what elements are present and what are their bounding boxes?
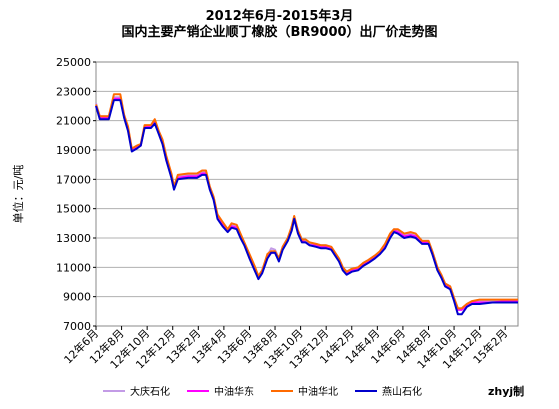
- y-axis: 7000 9000 11000 13000 15000 17000 19000 21000 23…: [56, 56, 96, 333]
- series-line-3: [95, 93, 518, 310]
- y-tick-label: 9000: [63, 291, 91, 304]
- y-tick-label: 7000: [63, 320, 91, 333]
- x-axis: 12年6月12年8月12年10月12年12月13年2月13年4月13年6月13年…: [61, 326, 510, 371]
- y-tick-label: 19000: [56, 144, 91, 157]
- y-axis-label: 单位：元/吨: [11, 165, 25, 224]
- plot-area-frame: [95, 61, 519, 327]
- series-lines: [95, 93, 518, 316]
- y-tick-label: 21000: [56, 115, 91, 128]
- chart-title-line1: 2012年6月-2015年3月: [205, 9, 354, 24]
- series-line-4: [95, 99, 518, 316]
- y-tick-label: 15000: [56, 203, 91, 216]
- credit-label: zhyj制: [488, 384, 524, 398]
- series-line-1: [95, 96, 518, 310]
- y-tick-label: 11000: [56, 261, 91, 274]
- y-tick-label: 17000: [56, 173, 91, 186]
- grid-lines: [96, 61, 518, 327]
- legend-label: 中油华北: [298, 385, 338, 398]
- legend-label: 燕山石化: [382, 385, 422, 398]
- y-tick-label: 25000: [56, 56, 91, 69]
- y-tick-label: 13000: [56, 232, 91, 245]
- legend: 大庆石化 中油华东 中油华北 燕山石化: [103, 385, 422, 398]
- y-tick-label: 23000: [56, 85, 91, 98]
- chart-title-line2: 国内主要产销企业顺丁橡胶（BR9000）出厂价走势图: [121, 25, 438, 40]
- legend-label: 中油华东: [214, 385, 254, 398]
- legend-label: 大庆石化: [130, 385, 170, 398]
